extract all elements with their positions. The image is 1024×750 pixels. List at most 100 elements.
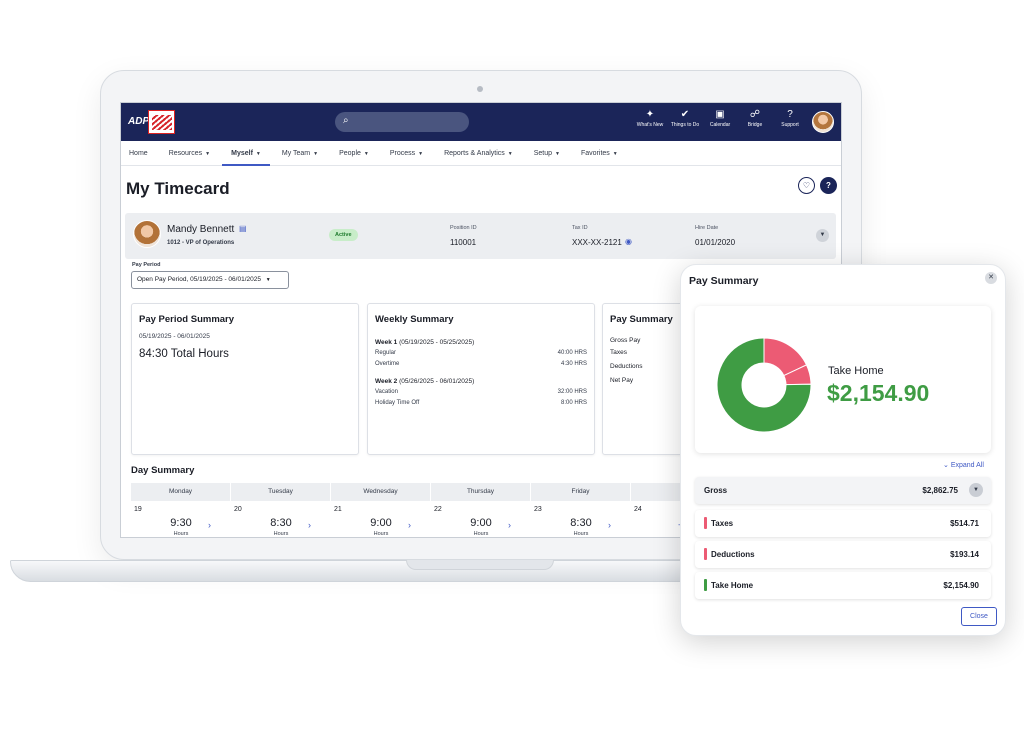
row-value: $193.14 [950,550,979,559]
chevron-right-icon[interactable]: › [308,520,311,530]
close-button[interactable]: Close [961,607,997,626]
take-home-value: $2,154.90 [827,380,930,406]
card-title: Pay Summary [610,314,673,325]
week-2-holiday: Holiday Time Off 8:00 HRS [375,400,587,406]
week-1-regular: Regular 40:00 HRS [375,350,587,356]
close-icon[interactable]: ✕ [985,272,997,284]
row-label: Taxes [711,519,734,528]
week-1-overtime: Overtime 4:30 HRS [375,361,587,367]
lightbulb-icon: ✦ [645,109,655,120]
help-icon[interactable]: ? [820,177,837,194]
id-card-icon[interactable]: ▤ [239,224,247,233]
chevron-down-icon: ▼ [507,150,513,157]
day-date: 23 [534,506,542,513]
row-label: Gross [704,486,728,495]
nav-item-people[interactable]: People ▼ [339,149,369,157]
chevron-down-icon: ⌄ [943,462,949,469]
row-label: Deductions [711,550,755,559]
top-bar: ADP ⌕ ✦ What's New ✔ Things to Do ▣ Calendar ☍… [121,103,841,141]
chevron-right-icon[interactable]: › [608,520,611,530]
hire-date-label: Hire Date [695,225,719,231]
row-value: $514.71 [950,519,979,528]
card-title: Weekly Summary [375,314,454,325]
donut-slice-take-home [716,337,812,433]
day-header: Wednesday [331,483,431,501]
day-hours: 9:30 [170,517,192,529]
pay-period-value: Open Pay Period, 05/19/2025 - 06/01/2025 [137,276,261,283]
nav-item-setup[interactable]: Setup ▼ [533,149,560,157]
chevron-down-icon: ▼ [265,277,271,283]
panel-title: Pay Summary [689,275,759,287]
day-header: Monday [131,483,231,501]
tool-label: Bridge [747,122,763,128]
deductions-label: Deductions [610,363,643,370]
gross-row[interactable]: Gross $2,862.75 ▼ [695,477,991,504]
pay-period-select[interactable]: Open Pay Period, 05/19/2025 - 06/01/2025… [131,271,289,289]
pay-period-label: Pay Period [132,262,161,268]
pay-period-dates: 05/19/2025 - 06/01/2025 [139,333,210,340]
pay-period-summary-card: Pay Period Summary 05/19/2025 - 06/01/20… [131,303,359,455]
day-date: 24 [634,506,642,513]
favorite-heart-icon[interactable]: ♡ [798,177,815,194]
top-tools: ✦ What's New ✔ Things to Do ▣ Calendar ☍ Bridge… [636,107,839,128]
eye-icon[interactable]: ◉ [625,237,632,246]
employee-role: 1012 - VP of Operations [167,240,235,246]
nav-item-favorites[interactable]: Favorites ▼ [581,149,618,157]
expand-all-link[interactable]: ⌄ Expand All [943,462,984,469]
row-label: Take Home [711,581,754,590]
chevron-right-icon[interactable]: › [208,520,211,530]
take-home-row: Take Home $2,154.90 [695,572,991,599]
help-tool[interactable]: ? Support [776,107,804,128]
pay-summary-panel: Pay Summary ✕ Take Home $2,154.90 ⌄ Expa… [680,264,1006,636]
chevron-down-icon: ▼ [313,150,319,157]
taxes-label: Taxes [610,349,627,356]
chevron-right-icon[interactable]: › [408,520,411,530]
hire-date-value: 01/01/2020 [695,238,736,247]
adp-logo: ADP [128,116,150,127]
weekly-summary-card: Weekly Summary Week 1 (05/19/2025 - 05/2… [367,303,595,455]
card-title: Pay Period Summary [139,314,235,325]
day-date: 21 [334,506,342,513]
hours-label: Hours [173,531,189,537]
nav-item-my-team[interactable]: My Team ▼ [281,149,319,157]
position-id-value: 110001 [450,238,477,247]
page-title: My Timecard [126,179,230,198]
calendar-tool[interactable]: ▣ Calendar [706,107,734,128]
nav-item-reports-analytics[interactable]: Reports & Analytics ▼ [444,149,513,157]
hours-label: Hours [473,531,489,537]
deductions-color-bar [704,548,707,560]
day-date: 20 [234,506,242,513]
employee-avatar [133,220,161,248]
chevron-down-icon[interactable]: ▼ [816,229,829,242]
day-hours: 8:30 [270,517,292,529]
calendar-icon: ▣ [715,109,725,120]
tool-label: Things to Do [670,122,700,128]
chevron-down-icon: ▼ [612,150,618,157]
bridge-tool[interactable]: ☍ Bridge [741,107,769,128]
day-date: 22 [434,506,442,513]
company-logo [148,110,175,134]
day-header: Tuesday [231,483,331,501]
chevron-down-icon: ▼ [205,150,211,157]
tool-label: Calendar [709,122,731,128]
laptop-notch [406,560,554,570]
net-pay-label: Net Pay [610,377,634,384]
nav-item-home[interactable]: Home [129,149,148,157]
day-header: Friday [531,483,631,501]
employee-header: Mandy Bennett ▤ 1012 - VP of Operations … [125,213,836,259]
checklist-icon: ✔ [680,109,690,120]
user-avatar[interactable] [812,111,834,133]
tool-label: What's New [636,122,664,128]
hours-label: Hours [273,531,289,537]
week-2-header: Week 2 (05/26/2025 - 06/01/2025) [375,378,475,385]
taxes-row: Taxes $514.71 [695,510,991,537]
search-input[interactable]: ⌕ [335,112,469,132]
row-value: $2,862.75 [922,486,958,495]
chevron-right-icon[interactable]: › [508,520,511,530]
nav-item-myself[interactable]: Myself ▼ [222,141,270,166]
nav-item-resources[interactable]: Resources ▼ [168,149,211,157]
nav-item-process[interactable]: Process ▼ [389,149,424,157]
chevron-down-icon[interactable]: ▼ [969,483,983,497]
lightbulb-tool[interactable]: ✦ What's New [636,107,664,128]
checklist-tool[interactable]: ✔ Things to Do [671,107,699,128]
